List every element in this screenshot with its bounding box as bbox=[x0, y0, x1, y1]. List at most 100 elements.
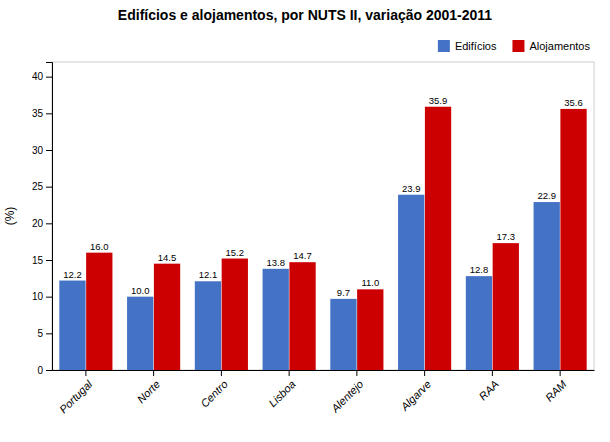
y-tick-mark bbox=[46, 370, 52, 371]
data-label: 12.8 bbox=[470, 264, 489, 275]
x-tick-label: RAA bbox=[476, 378, 500, 402]
bar bbox=[195, 281, 221, 370]
bar bbox=[398, 195, 424, 370]
x-tick-mark bbox=[153, 370, 154, 376]
x-tick-mark bbox=[424, 370, 425, 376]
title: Edifícios e alojamentos, por NUTS II, va… bbox=[118, 7, 492, 23]
y-axis: 0 5 10 15 20 25 30 35 40 bbox=[32, 63, 53, 376]
bar bbox=[425, 107, 451, 370]
y-tick-label: 10 bbox=[32, 291, 44, 302]
data-label: 12.1 bbox=[199, 269, 218, 280]
x-tick-label: Centro bbox=[198, 378, 230, 410]
y-tick: 5 bbox=[37, 328, 52, 339]
y-tick: 35 bbox=[32, 108, 52, 119]
y-tick: 40 bbox=[32, 71, 52, 82]
y-tick: 25 bbox=[32, 181, 52, 192]
x-tick: Algarve bbox=[398, 370, 434, 413]
bar bbox=[493, 243, 519, 370]
y-tick-mark bbox=[46, 150, 52, 151]
data-label: 11.0 bbox=[361, 277, 379, 288]
x-tick-mark bbox=[492, 370, 493, 376]
y-tick-label: 15 bbox=[32, 255, 44, 266]
bar bbox=[534, 202, 560, 370]
y-tick-mark bbox=[46, 260, 52, 261]
y-tick-label: 25 bbox=[32, 181, 44, 192]
y-axis-title: (%) bbox=[3, 207, 17, 226]
bar bbox=[59, 281, 85, 370]
bar bbox=[154, 264, 180, 370]
y-tick-label: 5 bbox=[37, 328, 43, 339]
data-label: 35.6 bbox=[564, 97, 583, 108]
bar bbox=[357, 289, 383, 370]
data-label: 13.8 bbox=[266, 257, 285, 268]
bar bbox=[222, 259, 248, 370]
data-label: 15.2 bbox=[226, 247, 245, 258]
x-tick: Portugal bbox=[57, 370, 95, 415]
x-tick-label: Lisboa bbox=[266, 378, 297, 409]
y-axis-line bbox=[46, 63, 53, 371]
bar bbox=[560, 109, 586, 370]
x-tick-label: Norte bbox=[135, 378, 163, 406]
legend-item: Alojamentos bbox=[512, 40, 590, 52]
data-label: 12.2 bbox=[63, 269, 81, 280]
y-tick-label: 20 bbox=[32, 218, 44, 229]
data-label: 17.3 bbox=[497, 231, 516, 242]
x-tick: Lisboa bbox=[266, 370, 297, 409]
y-tick-label: 30 bbox=[32, 145, 44, 156]
plot-frame bbox=[52, 62, 594, 370]
y-tick: 0 bbox=[37, 365, 52, 376]
legend-swatch bbox=[438, 40, 450, 52]
legend: Edifícios Alojamentos bbox=[438, 40, 591, 52]
data-label: 14.5 bbox=[158, 252, 177, 263]
y-tick-label: 40 bbox=[32, 71, 44, 82]
y-tick-mark bbox=[46, 333, 52, 334]
x-tick: Alentejo bbox=[328, 370, 365, 415]
data-label: 10.0 bbox=[131, 285, 150, 296]
data-labels: 12.2 10.0 12.1 13.8 9.7 23.9 12.8 22.9 16.0 14.5 1… bbox=[63, 95, 583, 298]
legend-swatch bbox=[512, 40, 524, 52]
x-tick-mark bbox=[560, 370, 561, 376]
x-tick-mark bbox=[221, 370, 222, 376]
x-tick-mark bbox=[85, 370, 86, 376]
x-tick: RAM bbox=[543, 370, 569, 404]
chart: Edifícios e alojamentos, por NUTS II, va… bbox=[0, 0, 610, 442]
y-tick-label: 35 bbox=[32, 108, 44, 119]
bar bbox=[86, 253, 112, 370]
y-tick: 10 bbox=[32, 291, 52, 302]
legend-label: Alojamentos bbox=[529, 40, 590, 52]
x-axis: Portugal Norte Centro Lisboa Alentejo Algarve… bbox=[53, 370, 595, 415]
data-label: 22.9 bbox=[537, 190, 556, 201]
bar bbox=[127, 297, 153, 370]
y-tick-mark bbox=[46, 77, 52, 78]
bar bbox=[289, 262, 315, 370]
data-label: 9.7 bbox=[337, 287, 350, 298]
bar bbox=[330, 299, 356, 370]
x-tick: RAA bbox=[476, 370, 500, 402]
x-tick-mark bbox=[289, 370, 290, 376]
x-tick-label: Algarve bbox=[398, 378, 434, 414]
x-tick: Centro bbox=[198, 370, 230, 410]
y-tick: 20 bbox=[32, 218, 52, 229]
y-tick-label: 0 bbox=[37, 365, 43, 376]
data-label: 14.7 bbox=[293, 250, 312, 261]
bar bbox=[466, 276, 492, 370]
plot: 0 5 10 15 20 25 30 35 40 Portugal Norte Centro Lisbo… bbox=[3, 62, 595, 415]
bar bbox=[263, 269, 289, 370]
x-tick: Norte bbox=[135, 370, 163, 405]
x-axis-line bbox=[53, 370, 595, 371]
data-label: 35.9 bbox=[429, 95, 448, 106]
y-tick-mark bbox=[46, 223, 52, 224]
x-tick-mark bbox=[356, 370, 357, 376]
legend-label: Edifícios bbox=[455, 40, 497, 52]
x-tick-label: RAM bbox=[543, 377, 569, 403]
data-label: 23.9 bbox=[402, 183, 421, 194]
x-tick-label: Alentejo bbox=[328, 378, 365, 415]
legend-item: Edifícios bbox=[438, 40, 497, 52]
bars bbox=[59, 107, 586, 370]
y-tick-mark bbox=[46, 297, 52, 298]
y-tick: 30 bbox=[32, 145, 52, 156]
y-tick-mark bbox=[46, 113, 52, 114]
x-tick-label: Portugal bbox=[57, 377, 95, 415]
y-tick: 15 bbox=[32, 255, 52, 266]
data-label: 16.0 bbox=[90, 241, 109, 252]
